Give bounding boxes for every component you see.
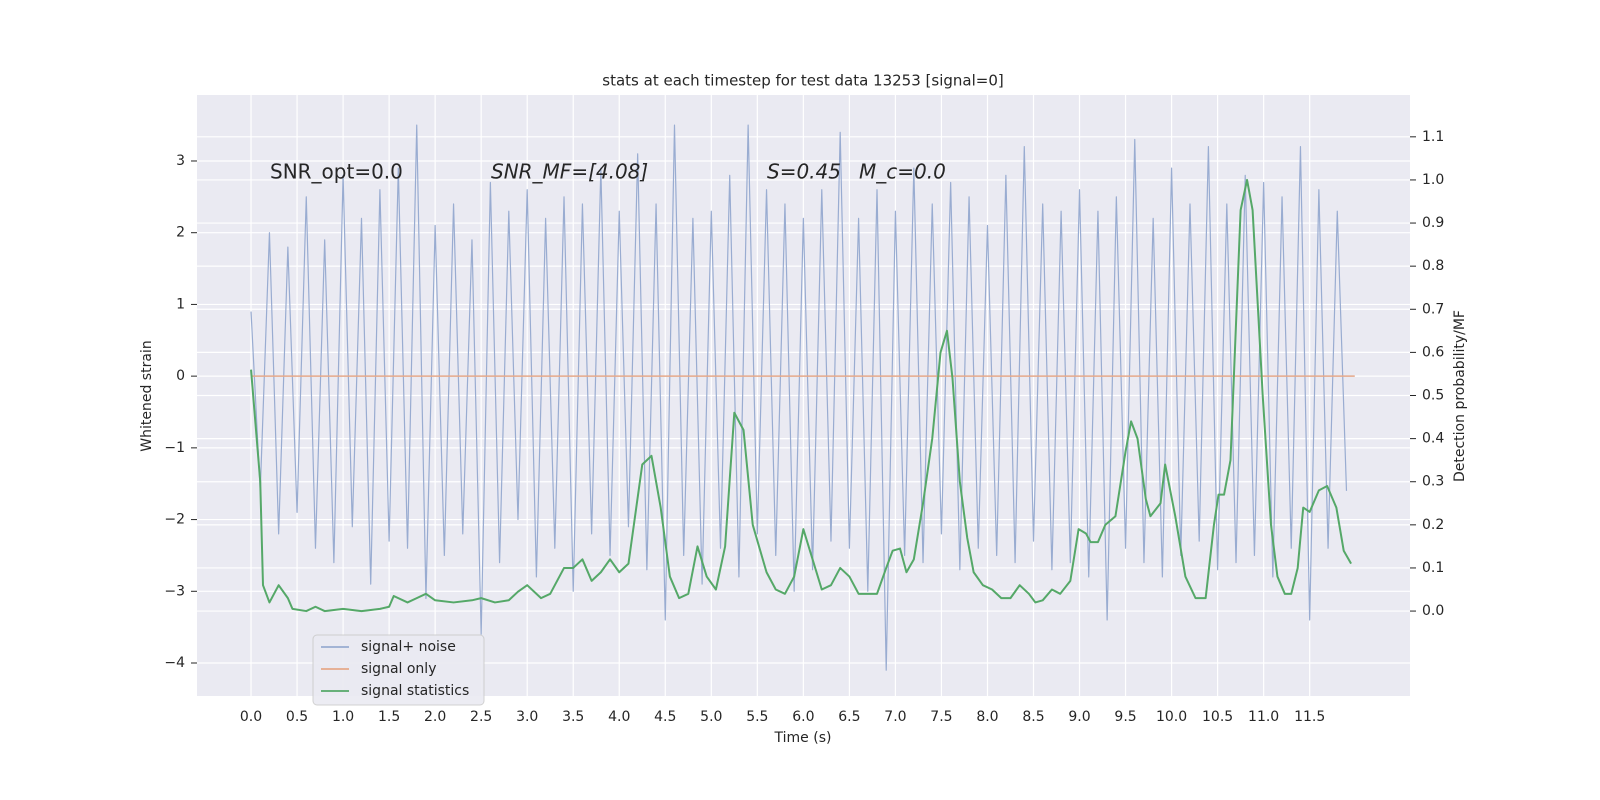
x-tick-label: 1.0 [332, 709, 354, 725]
legend-label: signal statistics [361, 683, 469, 699]
x-tick-label: 4.5 [654, 709, 676, 725]
y-tick-label: −2 [164, 512, 185, 528]
x-tick-label: 7.0 [884, 709, 906, 725]
x-tick-label: 9.5 [1114, 709, 1136, 725]
series-line [250, 178, 1352, 613]
y2-tick-label: 0.5 [1422, 388, 1444, 404]
x-tick-label: 0.0 [240, 709, 262, 725]
labels: 0.0 0.5 1.0 1.5 2.0 2.5 3.0 3.5 4.0 4.5 5.0 5.5 6.0 6… [164, 129, 1444, 725]
y2-tick-label: 0.3 [1422, 474, 1444, 490]
legend: signal+ noise signal only signal statistic… [312, 634, 485, 706]
legend-box [312, 634, 485, 706]
y-tick-label: −4 [164, 655, 185, 671]
x-tick-label: 5.0 [700, 709, 722, 725]
y2-tick-label: 1.1 [1422, 129, 1444, 145]
x-tick-label: 3.5 [562, 709, 584, 725]
x-tick-label: 5.5 [746, 709, 768, 725]
x-tick-label: 0.5 [286, 709, 308, 725]
y2-tick-label: 0.4 [1422, 431, 1444, 447]
x-tick-label: 11.5 [1294, 709, 1325, 725]
x-tick-label: 7.5 [930, 709, 952, 725]
y-axis-label: Whitened strain [139, 340, 155, 451]
annotation: SNR_opt=0.0 [270, 160, 403, 184]
y2-tick-label: 0.0 [1422, 603, 1444, 619]
x-tick-label: 11.0 [1248, 709, 1279, 725]
x-tick-label: 8.0 [976, 709, 998, 725]
annotation: SNR_MF=[4.08] [491, 160, 648, 184]
x-tick-label: 6.0 [792, 709, 814, 725]
y2-tick-label: 0.1 [1422, 560, 1444, 576]
y-tick-label: 0 [176, 368, 185, 384]
series-line [250, 124, 1348, 671]
y2-tick-label: 0.8 [1422, 258, 1444, 274]
marks [250, 124, 1355, 671]
x-tick-label: 10.0 [1156, 709, 1187, 725]
annotation: S=0.45 [767, 160, 841, 184]
y-tick-label: 2 [176, 225, 185, 241]
legend-label: signal only [361, 661, 436, 677]
y2-tick-label: 0.2 [1422, 517, 1444, 533]
x-tick-label: 9.0 [1068, 709, 1090, 725]
x-tick-label: 4.0 [608, 709, 630, 725]
x-axis-label: Time (s) [774, 730, 832, 746]
y2-axis-label: Detection probability/MF [1452, 310, 1468, 482]
x-tick-label: 10.5 [1202, 709, 1233, 725]
x-tick-label: 6.5 [838, 709, 860, 725]
x-tick-label: 1.5 [378, 709, 400, 725]
y-tick-label: 1 [176, 296, 185, 312]
x-tick-label: 3.0 [516, 709, 538, 725]
y-tick-label: −1 [164, 440, 185, 456]
y-tick-label: 3 [176, 153, 185, 169]
y2-tick-label: 1.0 [1422, 172, 1444, 188]
y-tick-label: −3 [164, 583, 185, 599]
y2-tick-label: 0.7 [1422, 301, 1444, 317]
legend-label: signal+ noise [361, 639, 456, 655]
x-tick-label: 2.5 [470, 709, 492, 725]
annotation: M_c=0.0 [859, 160, 946, 184]
y2-tick-label: 0.6 [1422, 344, 1444, 360]
x-tick-label: 2.0 [424, 709, 446, 725]
chart-title: stats at each timestep for test data 132… [602, 72, 1003, 90]
y2-tick-label: 0.9 [1422, 215, 1444, 231]
x-tick-label: 8.5 [1022, 709, 1044, 725]
